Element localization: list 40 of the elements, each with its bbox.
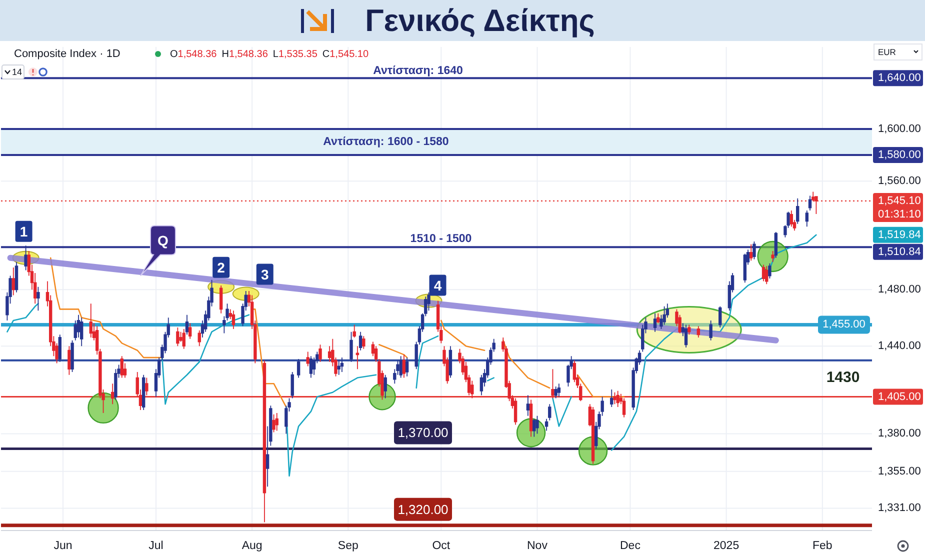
band-label: Αντίσταση: 1600 - 1580 (323, 136, 449, 148)
annotation: Q (158, 232, 169, 248)
ref-line-label: 1,510.84 (878, 246, 921, 258)
ref-line-label: 1,640.00 (878, 72, 921, 84)
ref-line-label: 1,580.00 (878, 148, 921, 161)
x-tick-label: Aug (242, 540, 262, 552)
annotation: 4 (434, 277, 442, 294)
ref-line-label: 1,320.00 (398, 502, 448, 517)
y-tick-label: 1,380.00 (878, 428, 921, 440)
x-tick-label: Oct (432, 540, 451, 552)
annotation: O1,548.36 H1,548.36 L1,535.35 C1,545.10 (170, 48, 369, 60)
text: EUR (878, 47, 896, 57)
y-tick-label: 1,600.00 (878, 123, 921, 136)
y-tick-label: 1,331.00 (878, 502, 921, 514)
annotation: 14 (12, 67, 22, 77)
x-tick-label: Jun (54, 540, 72, 552)
ref-line-label: 1,545.10 (878, 194, 921, 207)
ref-line-label: 1430 (826, 368, 860, 386)
y-tick-label: 1,440.00 (878, 340, 921, 352)
x-tick-label: Sep (338, 540, 358, 552)
annotation: 3 (260, 266, 269, 282)
annotation: 1510 - 1500 (410, 233, 472, 246)
x-tick-label: Dec (620, 540, 641, 552)
x-tick-label: Jul (148, 540, 164, 552)
x-tick-label: Nov (527, 540, 548, 552)
annotation: Αντίσταση: 1640 (373, 65, 463, 78)
text: 01:31:10 (878, 208, 921, 220)
ref-line-label: 1,405.00 (878, 390, 921, 403)
y-tick-label: 1,480.00 (878, 284, 921, 296)
y-tick-label: 1,560.00 (878, 175, 921, 188)
chart-title: Γενικός Δείκτης (365, 3, 595, 38)
y-tick-label: 1,355.00 (878, 465, 921, 478)
annotation: Composite Index · 1D (14, 48, 120, 60)
ref-line-label: 1,370.00 (398, 425, 448, 440)
annotation: 2 (217, 259, 226, 276)
x-tick-label: Feb (812, 540, 832, 552)
annotation: 1 (20, 223, 28, 240)
ref-line-label: 1,455.00 (822, 318, 866, 331)
x-tick-label: 2025 (714, 540, 740, 552)
text: 1,519.84 (878, 228, 921, 241)
